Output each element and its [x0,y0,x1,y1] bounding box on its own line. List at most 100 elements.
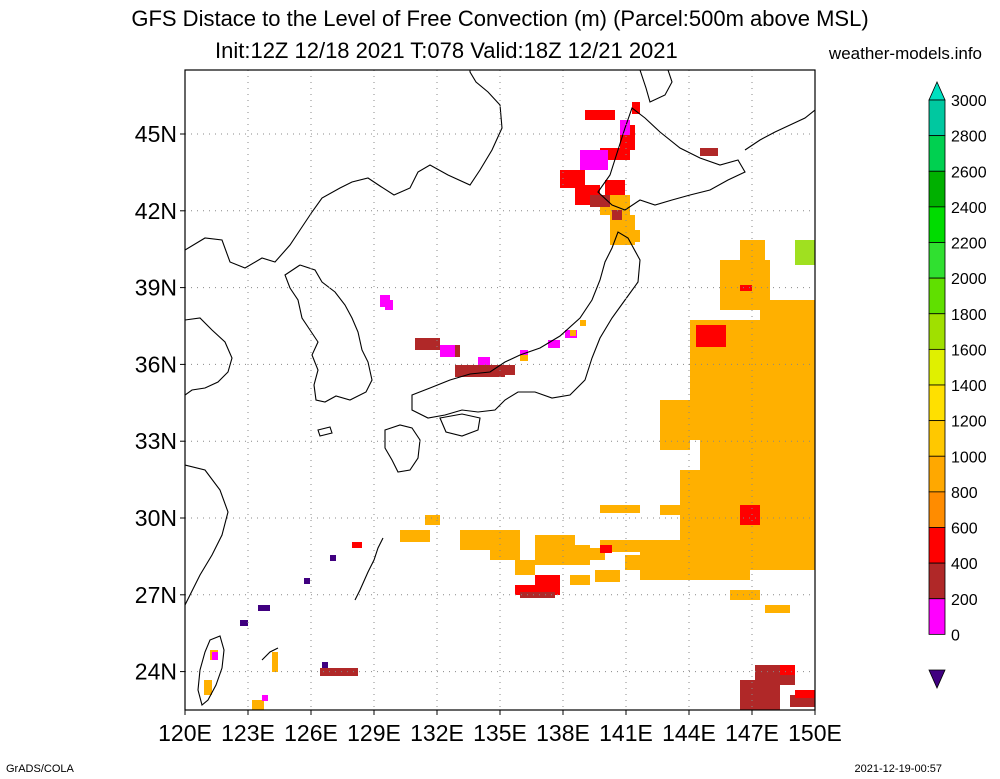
lat-label: 33N [135,428,177,454]
coast-kurils [744,109,815,151]
field-cell [580,150,608,170]
colorbar-swatch [928,455,946,493]
field-cell [320,668,358,676]
field-cell [585,110,615,120]
colorbar-swatch [928,527,946,564]
lon-label: 147E [725,720,779,746]
field-cell [204,680,212,695]
field-cell [605,180,625,195]
lat-label: 42N [135,198,177,224]
field-cell [548,340,560,348]
colorbar-swatch [928,99,946,137]
field-cell [304,578,310,584]
field-cell [612,210,622,220]
colorbar-swatch [928,348,946,386]
lon-label: 141E [599,720,653,746]
field-cell [400,530,430,542]
colorbar-label: 600 [951,521,978,538]
field-cell [632,102,640,114]
lon-label: 150E [788,720,842,746]
map-subtitle: Init:12Z 12/18 2021 T:078 Valid:18Z 12/2… [215,38,678,63]
field-cell [570,330,576,336]
field-cell [660,420,690,450]
lon-label: 120E [158,720,212,746]
field-cell [262,695,268,701]
field-cell [385,300,393,310]
colorbar-label: 2600 [951,164,987,181]
brand-label: weather-models.info [828,44,982,63]
lat-label: 39N [135,275,177,301]
field-cell [258,605,270,611]
colorbar-swatch [928,491,946,528]
field-cell [765,605,790,613]
field-cell [490,545,520,560]
coast-ryukyu2 [261,647,279,661]
colorbar-swatch [928,242,946,279]
footer-timestamp: 2021-12-19-00:57 [854,763,942,775]
field-cell [600,545,612,553]
field-cell [272,652,278,672]
coast-honshu [411,231,641,419]
field-cell [660,505,690,515]
coast-ryukyu [354,537,384,601]
lon-label: 126E [284,720,338,746]
lat-label: 36N [135,351,177,377]
colorbar-swatch [928,420,946,457]
field-cell [640,560,660,575]
lon-label: 129E [347,720,401,746]
colorbar-label: 0 [951,627,960,644]
field-cell [455,365,505,377]
field-cell [212,652,218,660]
field-cell [322,662,328,668]
colorbar-label: 1600 [951,342,987,359]
field-cell [696,325,726,347]
colorbar-label: 1400 [951,378,987,395]
coast-sakhalin [639,70,673,103]
footer-software: GrADS/COLA [6,763,74,775]
field-cell [240,620,248,626]
lat-label: 24N [135,659,177,685]
field-cell [252,700,264,710]
field-cell [780,665,795,675]
lon-label: 138E [536,720,590,746]
colorbar-arrow-top [928,81,946,101]
coastlines [185,70,815,706]
coast-korea [284,264,373,403]
map-title: GFS Distace to the Level of Free Convect… [131,6,869,31]
lat-label: 45N [135,121,177,147]
colorbar-label: 1000 [951,449,987,466]
colorbar-swatch [928,384,946,422]
field-cell [580,320,586,326]
colorbar-label: 2200 [951,236,987,253]
coast-china-east [185,317,233,396]
coast-jeju [317,426,333,437]
field-cell [740,505,760,525]
lat-label: 30N [135,505,177,531]
field-cell [520,355,528,361]
lon-label: 123E [221,720,275,746]
field-cell [710,520,750,580]
field-cell [570,575,590,585]
colorbar: 3000280026002400220020001800160014001200… [928,81,987,689]
colorbar-label: 400 [951,556,978,573]
coast-mainland [185,70,503,269]
field-cell [440,345,455,357]
lon-label: 132E [410,720,464,746]
coast-taiwan [197,635,225,706]
field-cell [700,148,718,156]
field-cell [730,590,760,600]
coast-kyushu [384,424,421,473]
map-axes: 45N 42N 39N 36N 33N 30N 27N 24N 120E 123E 126E 129E… [135,121,842,746]
colorbar-arrow-bottom [928,669,946,689]
colorbar-label: 2400 [951,200,987,217]
field-cell [595,570,620,582]
field-cell [515,560,535,575]
field-cell [535,575,560,585]
field-cell [330,555,336,561]
field-cell [560,545,590,565]
colorbar-label: 3000 [951,93,987,110]
colorbar-swatch [928,562,946,600]
colorbar-label: 2000 [951,271,987,288]
colorbar-label: 800 [951,485,978,502]
field-cell [740,285,752,291]
